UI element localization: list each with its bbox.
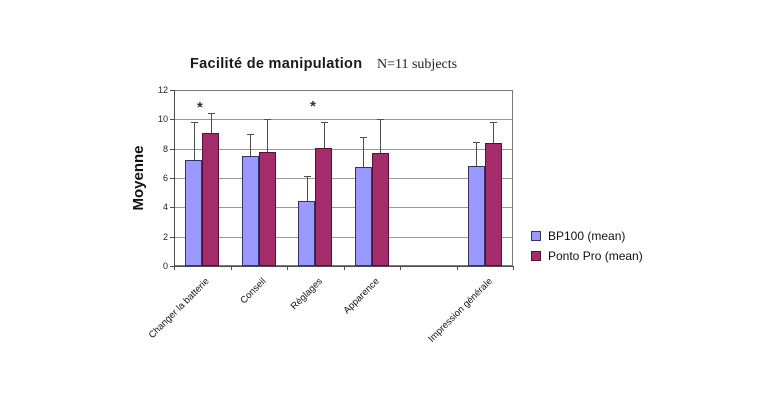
chart-subtitle: N=11 subjects [377, 57, 458, 72]
legend-item: Ponto Pro (mean) [531, 249, 643, 263]
grid-line [175, 119, 512, 120]
legend-label: BP100 (mean) [548, 229, 626, 243]
y-tick-label: 12 [157, 85, 168, 95]
bar-ponto-pro-mean--2 [315, 148, 332, 266]
error-bar [493, 122, 494, 143]
legend-label: Ponto Pro (mean) [548, 249, 643, 263]
grid-line [175, 149, 512, 150]
error-bar-cap [490, 122, 497, 123]
legend-swatch-icon [531, 231, 541, 241]
significance-asterisk: * [310, 98, 316, 115]
bar-ponto-pro-mean--3 [372, 153, 389, 266]
y-tick-mark [170, 90, 174, 91]
bar-ponto-pro-mean--1 [259, 152, 276, 266]
y-tick-mark [170, 207, 174, 208]
y-tick-mark [170, 178, 174, 179]
bar-bp100-mean--3 [355, 167, 372, 266]
error-bar [363, 137, 364, 167]
error-bar [250, 134, 251, 156]
error-bar-cap [321, 122, 328, 123]
error-bar [307, 176, 308, 201]
error-bar [267, 119, 268, 152]
legend-item: BP100 (mean) [531, 229, 643, 243]
error-bar-cap [247, 134, 254, 135]
bar-bp100-mean--5 [468, 166, 485, 266]
x-category-label: Conseil [238, 276, 269, 307]
error-bar-cap [473, 142, 480, 143]
significance-asterisk: * [197, 99, 203, 116]
x-category-label: Impression générale [425, 276, 495, 345]
x-tick-mark [513, 266, 514, 270]
grid-line [175, 178, 512, 179]
y-tick-mark [170, 237, 174, 238]
grid-line [175, 207, 512, 208]
bar-bp100-mean--2 [298, 201, 315, 266]
error-bar [194, 122, 195, 160]
error-bar [211, 113, 212, 133]
x-tick-mark [457, 266, 458, 270]
y-tick-label: 0 [162, 261, 168, 271]
y-axis-line [174, 90, 175, 266]
legend: BP100 (mean) Ponto Pro (mean) [531, 229, 643, 269]
bar-bp100-mean--0 [185, 160, 202, 266]
error-bar-cap [191, 122, 198, 123]
legend-swatch-icon [531, 251, 541, 261]
chart-title: Facilité de manipulation [190, 56, 363, 72]
x-tick-mark [344, 266, 345, 270]
error-bar-cap [304, 176, 311, 177]
bar-bp100-mean--1 [242, 156, 259, 266]
y-tick-label: 10 [157, 114, 168, 124]
y-tick-label: 6 [162, 173, 168, 183]
x-category-label: Réglages [288, 276, 326, 313]
error-bar-cap [264, 119, 271, 120]
y-tick-label: 8 [162, 144, 168, 154]
x-category-label: Changer la batterie [147, 276, 213, 341]
bar-ponto-pro-mean--0 [202, 133, 219, 266]
grid-line [175, 237, 512, 238]
x-category-label: Apparence [341, 276, 382, 317]
bar-ponto-pro-mean--5 [485, 143, 502, 266]
error-bar [476, 142, 477, 166]
x-tick-mark [231, 266, 232, 270]
x-tick-mark [174, 266, 175, 270]
error-bar-cap [360, 137, 367, 138]
y-tick-label: 2 [162, 232, 168, 242]
y-tick-mark [170, 149, 174, 150]
error-bar [380, 119, 381, 153]
x-axis-line [174, 266, 514, 267]
y-tick-mark [170, 119, 174, 120]
x-tick-mark [400, 266, 401, 270]
error-bar-cap [377, 119, 384, 120]
error-bar [324, 122, 325, 148]
y-tick-label: 4 [162, 202, 168, 212]
error-bar-cap [208, 113, 215, 114]
y-tick-mark [170, 266, 174, 267]
x-tick-mark [287, 266, 288, 270]
